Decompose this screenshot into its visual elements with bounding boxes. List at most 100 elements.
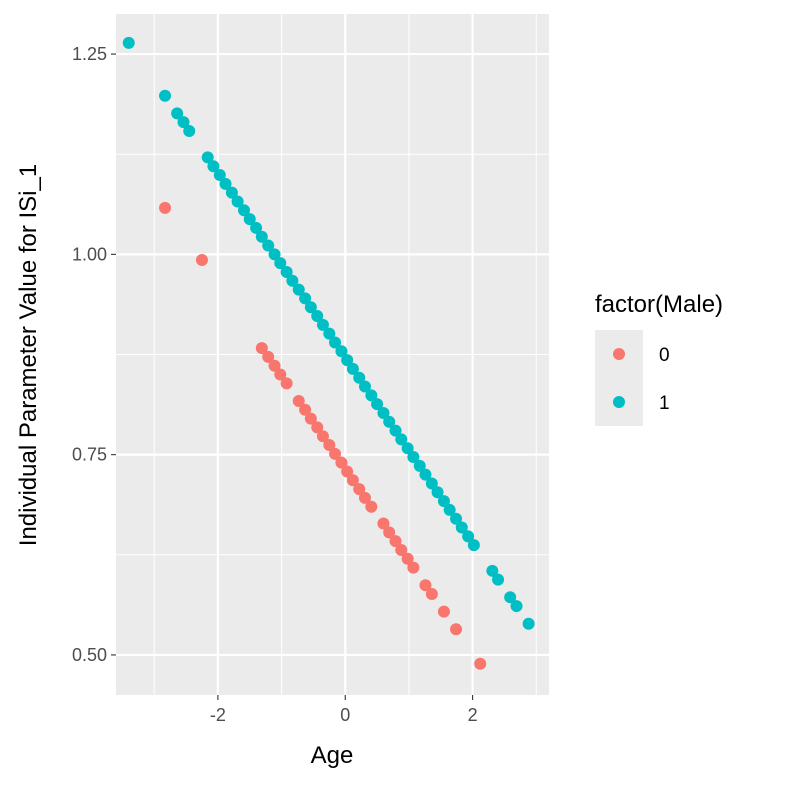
data-point-male-1 xyxy=(225,186,238,199)
data-point-male-1 xyxy=(450,512,463,525)
data-point-male-0 xyxy=(159,201,172,214)
data-point-male-1 xyxy=(425,477,438,490)
data-point-male-0 xyxy=(268,359,281,372)
data-point-male-1 xyxy=(492,573,505,586)
data-point-male-1 xyxy=(510,600,523,613)
data-point-male-1 xyxy=(419,468,432,481)
x-tick-label: 2 xyxy=(468,705,478,725)
data-point-male-1 xyxy=(183,124,196,137)
data-point-male-0 xyxy=(280,377,293,390)
data-point-male-1 xyxy=(455,521,468,534)
data-point-male-1 xyxy=(262,239,275,252)
data-point-male-1 xyxy=(219,177,232,190)
data-point-male-1 xyxy=(255,230,268,243)
data-point-male-1 xyxy=(159,89,172,102)
data-point-male-1 xyxy=(443,503,456,516)
data-point-male-1 xyxy=(462,530,475,543)
legend: factor(Male) 0 1 xyxy=(595,291,723,426)
data-point-male-1 xyxy=(316,318,329,331)
data-point-male-0 xyxy=(346,474,359,487)
data-point-male-0 xyxy=(474,657,487,670)
legend-label-1: 1 xyxy=(659,393,670,414)
data-point-male-1 xyxy=(237,204,250,217)
x-tick-label: 0 xyxy=(340,705,350,725)
data-point-male-0 xyxy=(292,394,305,407)
data-point-male-0 xyxy=(353,483,366,496)
data-point-male-1 xyxy=(299,292,312,305)
data-point-male-0 xyxy=(195,253,208,266)
data-point-male-1 xyxy=(122,36,135,49)
data-point-male-1 xyxy=(504,591,517,604)
data-point-male-1 xyxy=(353,371,366,384)
data-point-male-0 xyxy=(377,517,390,530)
y-tick-label: 1.00 xyxy=(72,244,107,264)
data-point-male-1 xyxy=(389,424,402,437)
data-point-male-1 xyxy=(250,221,263,234)
y-tick-label: 0.75 xyxy=(72,445,107,465)
data-point-male-0 xyxy=(304,412,317,425)
x-tick-label: -2 xyxy=(210,705,226,725)
data-point-male-1 xyxy=(486,564,499,577)
legend-key-0 xyxy=(613,348,625,360)
legend-key-background xyxy=(595,330,643,426)
data-point-male-0 xyxy=(274,368,287,381)
data-point-male-0 xyxy=(401,552,414,565)
data-point-male-0 xyxy=(341,465,354,478)
data-point-male-1 xyxy=(268,248,281,261)
data-point-male-1 xyxy=(522,617,535,630)
data-point-male-1 xyxy=(207,160,220,173)
data-point-male-1 xyxy=(371,398,384,411)
legend-title: factor(Male) xyxy=(595,291,723,318)
data-point-male-0 xyxy=(450,623,463,636)
data-point-male-1 xyxy=(395,433,408,446)
data-point-male-0 xyxy=(365,500,378,513)
data-point-male-1 xyxy=(413,459,426,472)
grid-major xyxy=(116,14,549,695)
data-point-male-1 xyxy=(201,151,214,164)
data-point-male-0 xyxy=(419,579,432,592)
data-point-male-1 xyxy=(243,213,256,226)
data-point-male-1 xyxy=(407,451,420,464)
data-point-male-1 xyxy=(335,345,348,358)
data-point-male-1 xyxy=(171,107,184,120)
data-point-male-1 xyxy=(231,195,244,208)
data-point-male-1 xyxy=(323,327,336,340)
data-point-male-0 xyxy=(389,535,402,548)
y-tick-label: 1.25 xyxy=(72,44,107,64)
data-point-male-1 xyxy=(274,257,287,270)
data-points xyxy=(122,36,535,670)
y-axis-ticks: 0.50 0.75 1.00 1.25 xyxy=(72,44,116,665)
x-axis-title: Age xyxy=(311,742,354,769)
data-point-male-0 xyxy=(437,605,450,618)
data-point-male-1 xyxy=(311,310,324,323)
data-point-male-0 xyxy=(262,350,275,363)
data-point-male-1 xyxy=(346,362,359,375)
grid-minor xyxy=(116,14,549,695)
data-point-male-0 xyxy=(311,421,324,434)
x-axis-ticks: -2 0 2 xyxy=(210,695,478,725)
data-point-male-0 xyxy=(299,403,312,416)
data-point-male-0 xyxy=(316,430,329,443)
data-point-male-1 xyxy=(401,442,414,455)
data-point-male-0 xyxy=(425,588,438,601)
y-tick-label: 0.50 xyxy=(72,645,107,665)
data-point-male-0 xyxy=(255,342,268,355)
legend-key-1 xyxy=(613,396,625,408)
data-point-male-1 xyxy=(286,274,299,287)
data-point-male-1 xyxy=(467,539,480,552)
data-point-male-0 xyxy=(358,491,371,504)
data-point-male-1 xyxy=(358,380,371,393)
data-point-male-1 xyxy=(341,354,354,367)
data-point-male-1 xyxy=(377,406,390,419)
data-point-male-1 xyxy=(213,169,226,182)
y-axis-title: Individual Parameter Value for ISi_1 xyxy=(15,164,42,546)
data-point-male-1 xyxy=(304,301,317,314)
data-point-male-1 xyxy=(431,486,444,499)
legend-label-0: 0 xyxy=(659,345,670,366)
data-point-male-0 xyxy=(383,526,396,539)
data-point-male-1 xyxy=(177,116,190,129)
data-point-male-0 xyxy=(329,447,342,460)
data-point-male-1 xyxy=(329,336,342,349)
data-point-male-1 xyxy=(292,283,305,296)
